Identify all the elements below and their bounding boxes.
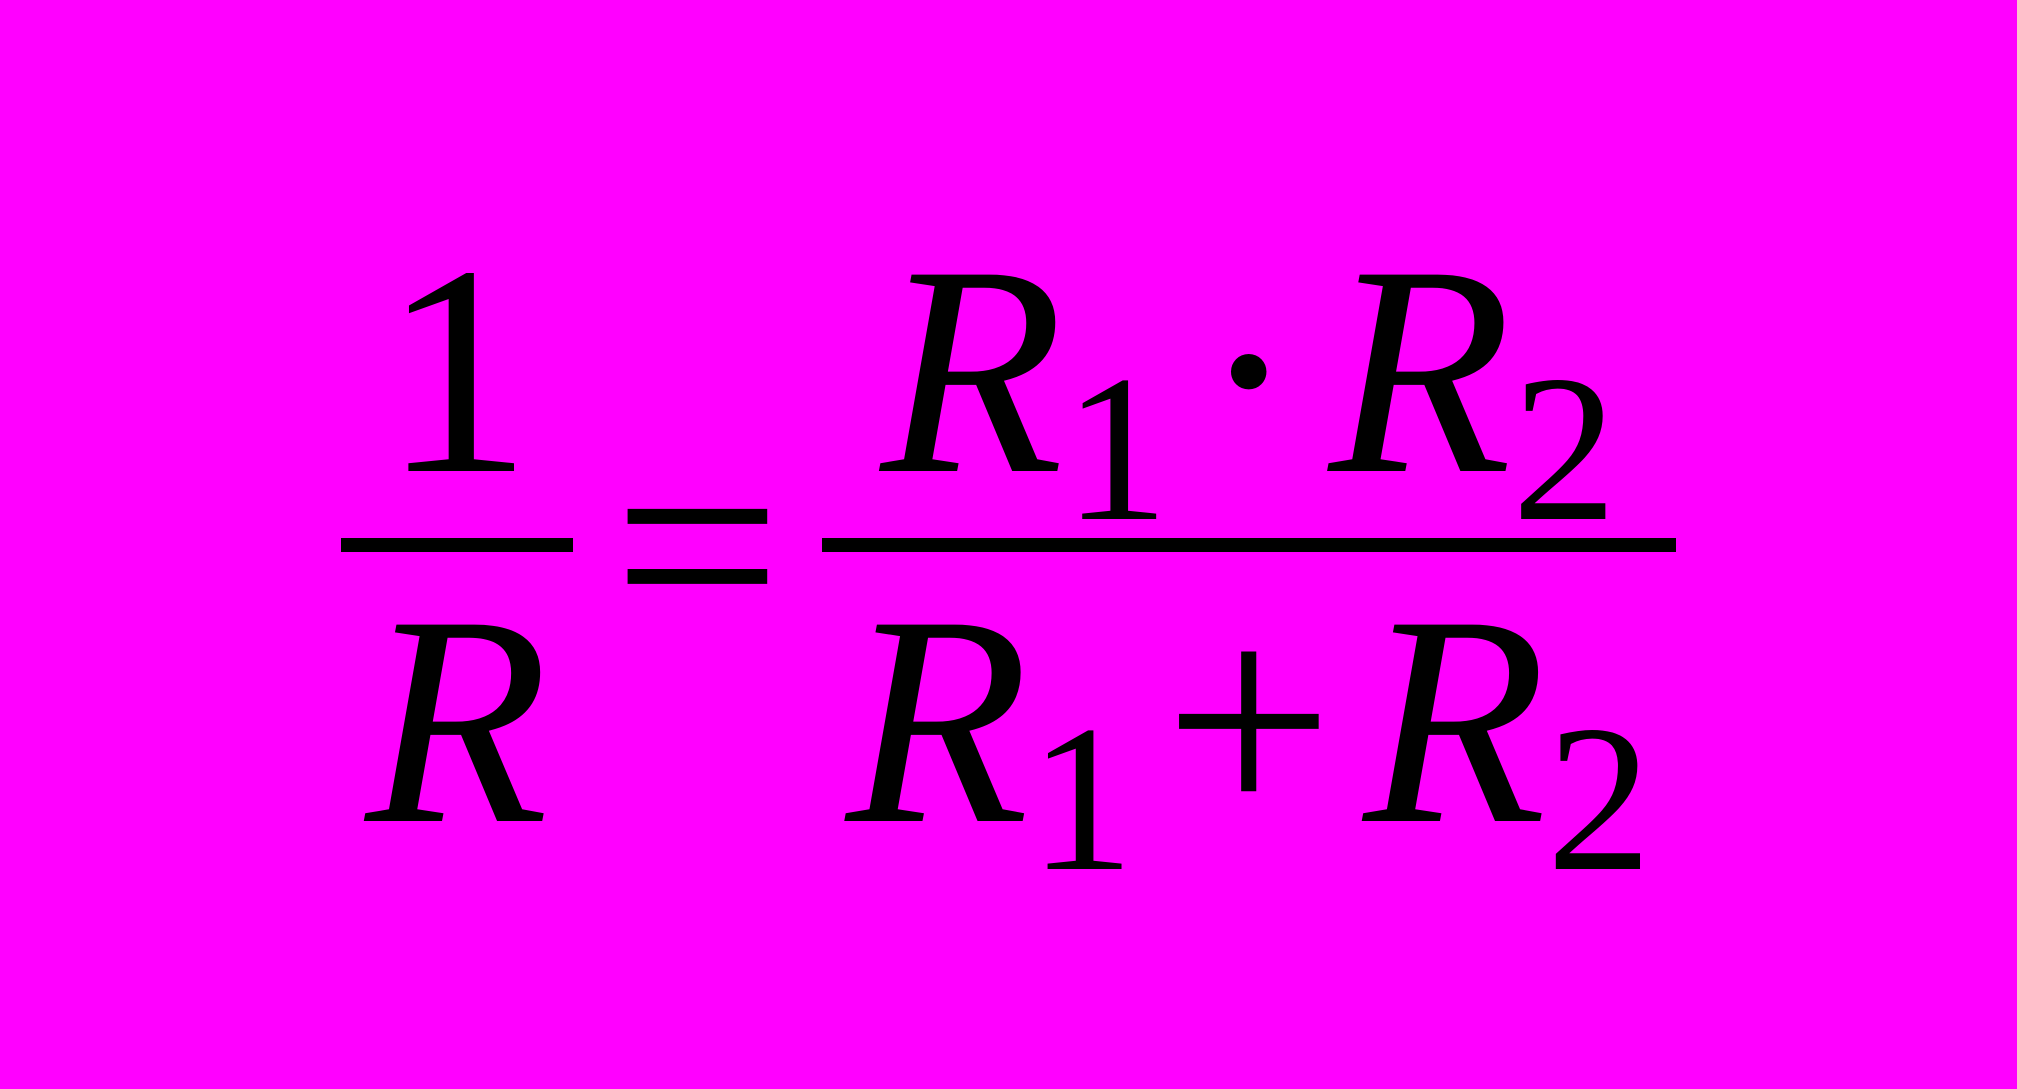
equation-canvas: 1 R = R 1 · R 2 R [0, 0, 2017, 1089]
num-t1-var: R [881, 220, 1064, 520]
right-numerator: R 1 · R 2 [857, 220, 1641, 520]
right-fraction: R 1 · R 2 R 1 + R 2 [822, 220, 1676, 870]
num-term-2: R 2 [1329, 220, 1617, 520]
num-term-1: R 1 [881, 220, 1169, 520]
left-numerator-value: 1 [382, 220, 532, 520]
left-numerator: 1 [358, 220, 556, 520]
right-denominator: R 1 + R 2 [822, 570, 1676, 870]
den-t2-var: R [1363, 570, 1546, 870]
equals-sign: = [573, 395, 822, 695]
den-t1-var: R [846, 570, 1029, 870]
equation: 1 R = R 1 · R 2 R [341, 220, 1675, 870]
den-term-1: R 1 [846, 570, 1134, 870]
num-t2-sub: 2 [1512, 344, 1617, 554]
den-t2-sub: 2 [1547, 694, 1652, 904]
den-operator: + [1134, 570, 1363, 870]
num-t2-var: R [1329, 220, 1512, 520]
left-fraction-bar [341, 538, 572, 552]
left-fraction: 1 R [341, 220, 572, 870]
left-denominator: R [341, 570, 572, 870]
left-denominator-var: R [365, 570, 548, 870]
num-operator: · [1169, 220, 1329, 520]
den-term-2: R 2 [1363, 570, 1651, 870]
num-t1-sub: 1 [1064, 344, 1169, 554]
den-t1-sub: 1 [1029, 694, 1134, 904]
